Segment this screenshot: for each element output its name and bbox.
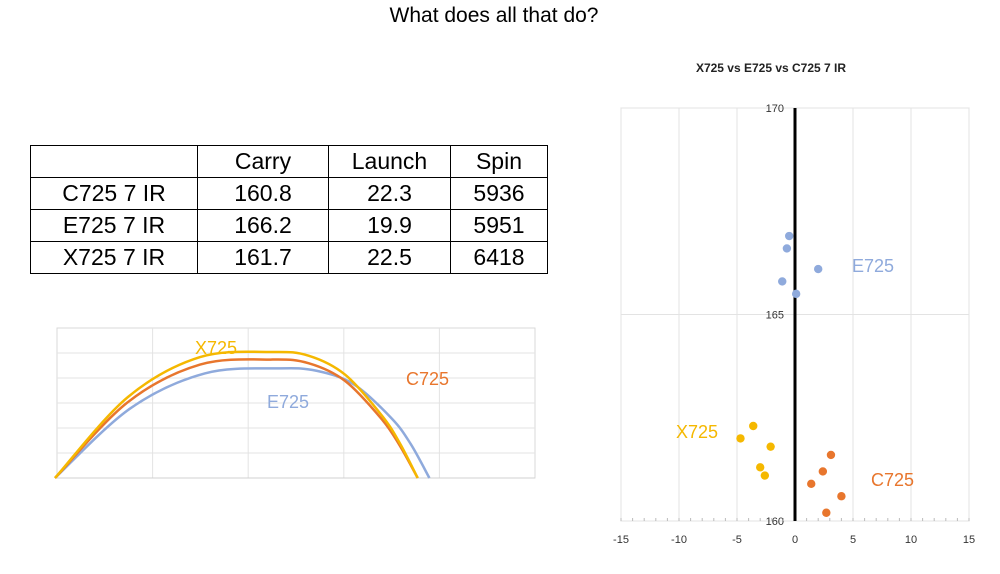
carry-cell: 166.2 — [197, 209, 329, 242]
scatter-point-e725 — [791, 289, 801, 299]
y-tick-label: 165 — [766, 310, 784, 322]
y-tick-label: 170 — [766, 103, 784, 115]
scatter-point-e725 — [785, 231, 794, 241]
scatter-label-x725: X725 — [676, 422, 718, 442]
launch-cell: 22.5 — [328, 241, 451, 274]
row-label: X725 7 IR — [30, 241, 198, 274]
dispersion-chart-title: X725 vs E725 vs C725 7 IR — [696, 61, 846, 75]
x-tick-label: 15 — [963, 534, 975, 546]
table-row: E725 7 IR 166.2 19.9 5951 — [30, 209, 548, 242]
scatter-point-c725 — [826, 450, 836, 460]
scatter-point-x725 — [760, 471, 770, 480]
trajectory-label-e725: E725 — [267, 392, 309, 412]
x-tick-label: 5 — [850, 534, 856, 546]
scatter-point-x725 — [756, 463, 765, 472]
y-tick-label: 160 — [766, 516, 784, 528]
table-row: X725 7 IR 161.7 22.5 6418 — [30, 241, 548, 274]
x-tick-label: -15 — [613, 534, 629, 546]
trajectory-label-c725: C725 — [406, 369, 449, 389]
scatter-label-e725: E725 — [852, 256, 894, 276]
row-label: E725 7 IR — [30, 209, 198, 242]
trajectory-line-c725 — [54, 358, 419, 479]
x-tick-label: 10 — [905, 534, 917, 546]
stats-table: Carry Launch Spin C725 7 IR 160.8 22.3 5… — [30, 145, 548, 274]
spin-cell: 6418 — [450, 241, 548, 274]
page-title: What does all that do? — [389, 4, 599, 27]
scatter-point-e725 — [782, 244, 792, 253]
spin-cell: 5936 — [450, 177, 548, 210]
table-header-carry: Carry — [197, 145, 329, 178]
scatter-point-x725 — [736, 434, 745, 443]
scatter-point-c725 — [822, 508, 831, 517]
x-tick-label: -10 — [671, 534, 687, 546]
x-tick-label: -5 — [732, 534, 742, 546]
trajectory-line-x725 — [54, 350, 419, 479]
scatter-point-c725 — [837, 492, 846, 501]
scatter-point-x725 — [749, 421, 758, 431]
table-header-row: Carry Launch Spin — [30, 145, 548, 178]
scatter-point-c725 — [807, 479, 816, 489]
trajectory-label-x725: X725 — [195, 338, 237, 358]
carry-cell: 160.8 — [197, 177, 329, 210]
trajectory-line-e725 — [54, 366, 431, 479]
scatter-point-e725 — [814, 264, 823, 274]
launch-cell: 19.9 — [328, 209, 451, 242]
scatter-point-e725 — [778, 277, 787, 286]
table-header-blank — [30, 145, 198, 178]
launch-cell: 22.3 — [328, 177, 451, 210]
x-tick-label: 0 — [792, 534, 798, 546]
scatter-label-c725: C725 — [871, 470, 914, 490]
carry-cell: 161.7 — [197, 241, 329, 274]
spin-cell: 5951 — [450, 209, 548, 242]
scatter-point-c725 — [818, 467, 828, 476]
table-header-spin: Spin — [450, 145, 548, 178]
scatter-point-x725 — [766, 442, 775, 451]
